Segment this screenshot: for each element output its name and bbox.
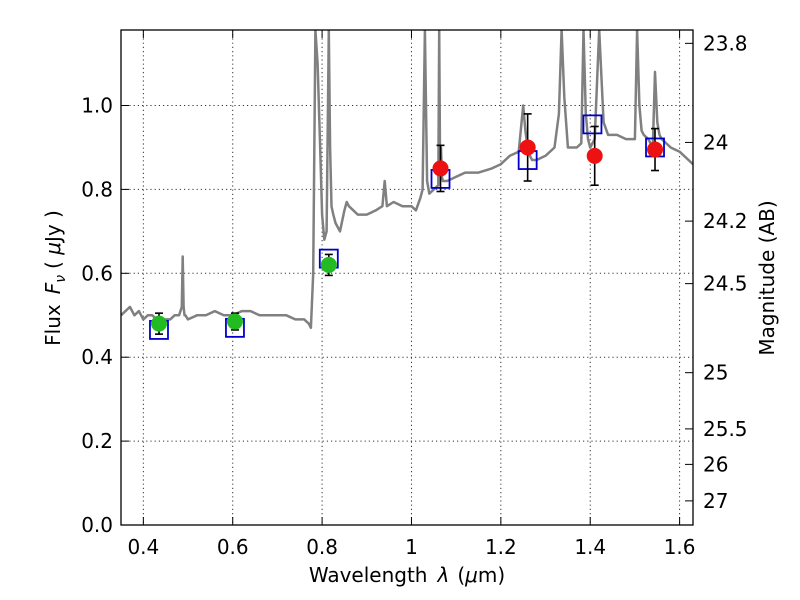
y-tick-label: 0.2 [81, 429, 113, 453]
x-tick-label: 1.2 [485, 535, 517, 559]
y-axis-title: FluxFν( μJy ) [41, 210, 69, 346]
template-spectrum-line [121, 30, 693, 330]
ticks: 0.4 0.6 0.8 1 1.2 1.4 1.6 0.0 0.2 0.4 0.6 0.8 1.0 23.… [81, 30, 748, 559]
nir-photometry-point [586, 147, 603, 164]
model-photometry-layer [149, 114, 665, 340]
x-tick-label: 0.4 [127, 535, 159, 559]
y2-tick-label: 27 [703, 489, 728, 513]
y2-tick-label: 24.5 [703, 272, 748, 296]
observed-photometry-layer [150, 113, 664, 335]
x-tick-label: 1 [405, 535, 418, 559]
y2-tick-label: 25.5 [703, 417, 748, 441]
nir-photometry-point [519, 139, 536, 156]
nir-photometry-point [432, 160, 449, 177]
template-spectrum-layer [121, 30, 693, 330]
y2-tick-label: 24.2 [703, 209, 748, 233]
y-tick-label: 1.0 [81, 94, 113, 118]
y-tick-label: 0.0 [81, 513, 113, 537]
plot-frame [120, 29, 694, 526]
y-tick-label: 0.8 [81, 177, 113, 201]
optical-photometry-point [226, 313, 243, 330]
optical-photometry-point [320, 256, 337, 273]
x-tick-label: 1.4 [574, 535, 606, 559]
y-tick-label: 0.6 [81, 261, 113, 285]
y2-tick-label: 25 [703, 361, 728, 385]
x-axis-title: Wavelength λ (μm) [309, 563, 505, 587]
grid [121, 30, 693, 526]
y2-axis-title: Magnitude (AB) [755, 200, 779, 355]
model-flux-box [582, 114, 603, 135]
y-tick-label: 0.4 [81, 345, 113, 369]
optical-photometry-point [150, 315, 167, 332]
x-tick-label: 0.8 [306, 535, 338, 559]
y2-tick-label: 24 [703, 130, 728, 154]
x-tick-label: 1.6 [664, 535, 696, 559]
y2-tick-label: 23.8 [703, 31, 748, 55]
x-tick-label: 0.6 [217, 535, 249, 559]
nir-photometry-point [647, 141, 664, 158]
y2-tick-label: 26 [703, 452, 728, 476]
